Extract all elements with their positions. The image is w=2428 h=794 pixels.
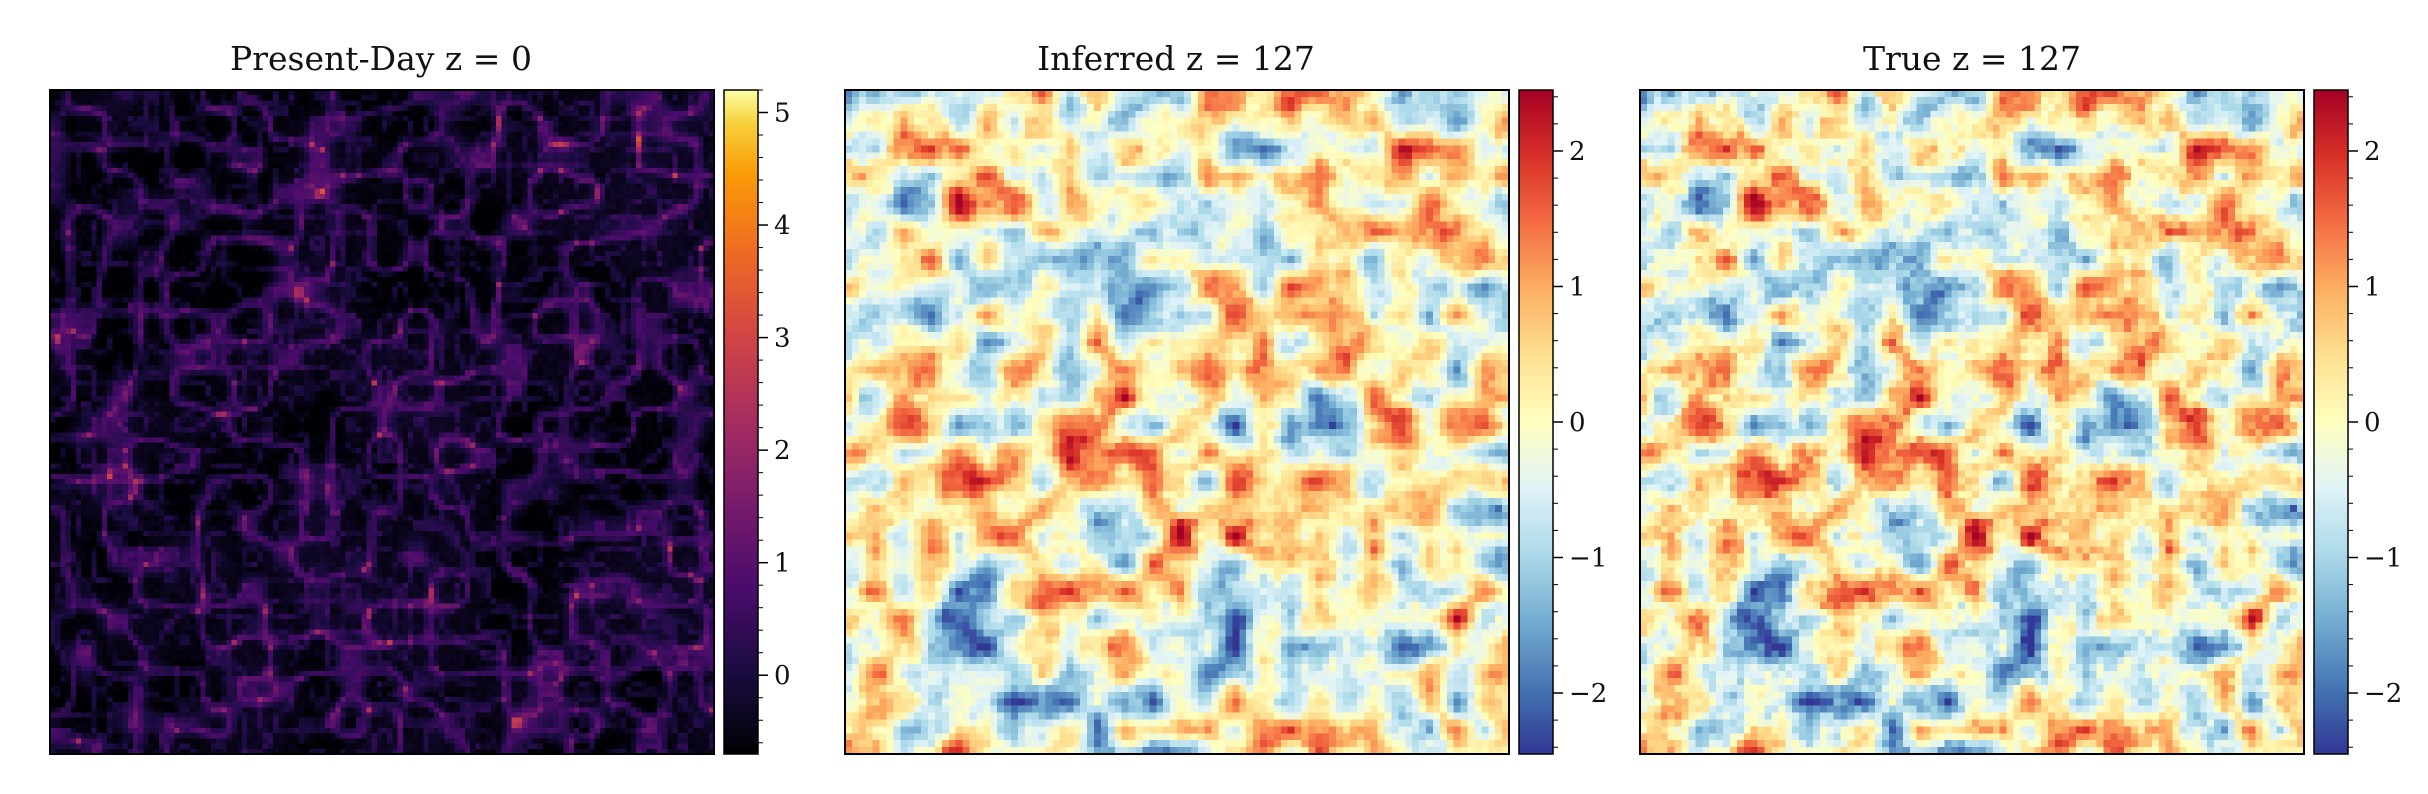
panel-title: True z = 127 (1863, 39, 2081, 78)
colorbar-tick-label: 1 (2364, 272, 2381, 302)
colorbar-tick-label: 5 (774, 99, 791, 129)
colorbar-tick-label: 2 (1569, 137, 1586, 167)
colorbar-tick-label: −2 (2364, 679, 2402, 709)
colorbar-tick-label: −1 (2364, 544, 2402, 574)
plot-frame (844, 89, 1510, 755)
heatmap-present-day (50, 90, 714, 754)
panel-true: True z = 127 2 1 0 −1 −2 (1639, 39, 2402, 755)
panel-present-day: Present-Day z = 0 0 1 2 3 4 5 (49, 39, 791, 755)
colorbar-inferred: 2 1 0 −1 −2 (1518, 89, 1607, 755)
colorbar-true: 2 1 0 −1 −2 (2313, 89, 2402, 755)
colorbar-gradient (1518, 89, 1554, 755)
panel-title: Present-Day z = 0 (230, 39, 532, 78)
colorbar-tick-label: 4 (774, 211, 791, 241)
colorbar-tick-label: 1 (1569, 272, 1586, 302)
colorbar-tick-label: 3 (774, 324, 791, 354)
colorbar-gradient (2313, 89, 2349, 755)
heatmap-inferred (845, 90, 1509, 754)
colorbar-present-day: 0 1 2 3 4 5 (723, 89, 791, 755)
colorbar-tick-label: 0 (1569, 408, 1586, 438)
plot-frame (1639, 89, 2305, 755)
panel-inferred: Inferred z = 127 2 1 0 −1 −2 (844, 39, 1607, 755)
colorbar-tick-label: 2 (774, 436, 791, 466)
colorbar-gradient (723, 89, 759, 755)
colorbar-tick-label: 0 (774, 661, 791, 691)
colorbar-tick-label: 1 (774, 549, 791, 579)
colorbar-tick-label: −2 (1569, 679, 1607, 709)
colorbar-tick-label: 2 (2364, 137, 2381, 167)
colorbar-tick-label: −1 (1569, 544, 1607, 574)
colorbar-tick-label: 0 (2364, 408, 2381, 438)
panel-title: Inferred z = 127 (1037, 39, 1315, 78)
heatmap-true (1640, 90, 2304, 754)
plot-frame (49, 89, 715, 755)
